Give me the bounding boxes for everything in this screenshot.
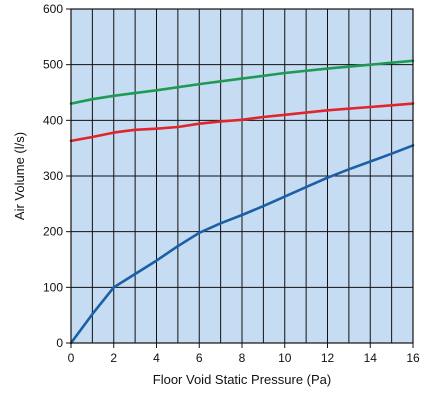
y-tick-label: 200: [43, 225, 63, 239]
x-tick-label: 4: [153, 351, 160, 365]
x-tick-label: 16: [406, 351, 420, 365]
axis-ticks: 0 2 4 6 8 10 12 14 16 0 100 200 300 400 500 600: [43, 2, 420, 365]
x-tick-label: 12: [321, 351, 335, 365]
x-axis-title: Floor Void Static Pressure (Pa): [153, 372, 331, 387]
series-line-2: [69, 102, 415, 143]
y-tick-label: 400: [43, 113, 63, 127]
y-axis-title: Air Volume (l/s): [12, 132, 27, 220]
x-tick-label: 6: [196, 351, 203, 365]
y-tick-label: 100: [43, 280, 63, 294]
series-lines: [69, 59, 415, 345]
x-tick-label: 2: [110, 351, 117, 365]
y-tick-label: 500: [43, 58, 63, 72]
x-tick-label: 8: [239, 351, 246, 365]
y-tick-label: 0: [56, 336, 63, 350]
y-tick-label: 300: [43, 169, 63, 183]
x-tick-label: 0: [68, 351, 75, 365]
grid-lines: [71, 9, 413, 343]
series-line-3: [69, 144, 415, 345]
x-tick-label: 10: [278, 351, 292, 365]
series-line-1: [69, 59, 415, 105]
y-tick-label: 600: [43, 2, 63, 16]
x-tick-label: 14: [364, 351, 378, 365]
